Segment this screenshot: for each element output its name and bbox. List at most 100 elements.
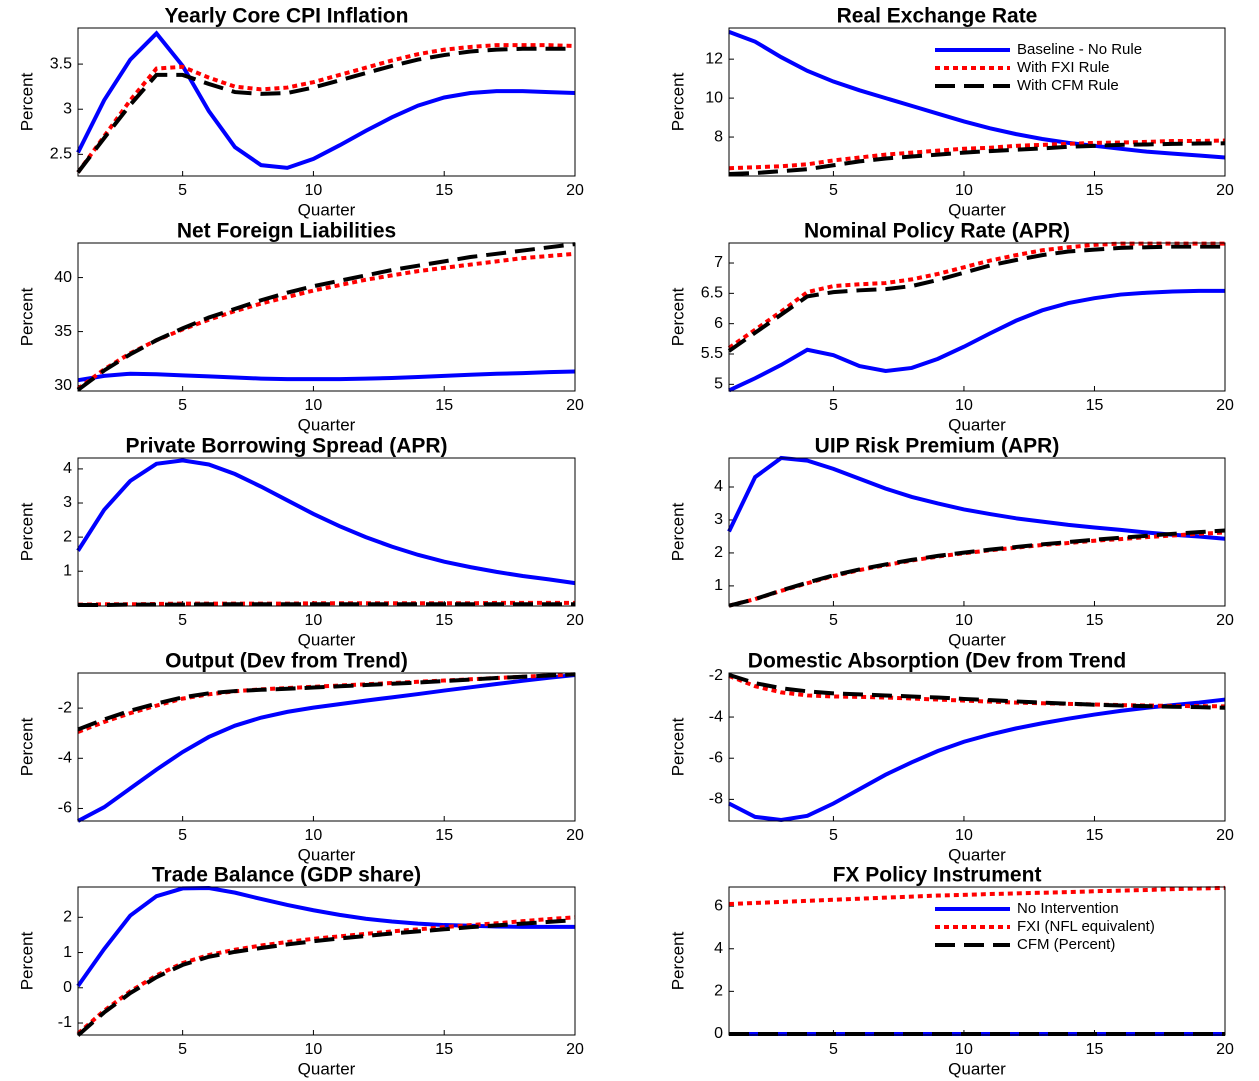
axes-frame xyxy=(728,457,1226,607)
y-tick-label: -2 xyxy=(58,699,72,716)
x-tick-label: 10 xyxy=(305,397,323,414)
y-tick-label: 6 xyxy=(714,897,723,914)
chart-title: Output (Dev from Trend) xyxy=(165,650,408,673)
y-tick-label: -6 xyxy=(58,800,72,817)
axes-frame xyxy=(728,672,1226,822)
y-tick-label: 2 xyxy=(63,909,72,926)
series-line xyxy=(78,602,575,607)
legend-label: FXI (NFL equivalent) xyxy=(1017,918,1155,935)
y-tick-label: 4 xyxy=(714,940,723,957)
y-tick-label: 0 xyxy=(714,1025,723,1042)
y-axis-label: Percent xyxy=(17,287,36,346)
y-tick-label: 3 xyxy=(63,494,72,511)
panel: Real Exchange Rate 5 10 15 20 8 10 12 Quarter Per… xyxy=(668,5,1234,220)
chart-title: UIP Risk Premium (APR) xyxy=(815,435,1060,458)
x-tick-label: 5 xyxy=(829,612,838,629)
x-tick-label: 10 xyxy=(955,182,973,199)
x-tick-label: 20 xyxy=(1216,397,1234,414)
series-line xyxy=(728,885,1226,907)
panel: FX Policy Instrument 5 10 15 20 0 2 4 6 Quarter Pe… xyxy=(668,864,1234,1079)
panel: Net Foreign Liabilities 5 10 15 20 30 35 40 Quar… xyxy=(17,220,584,435)
series-line xyxy=(728,697,1226,822)
chart-title: Real Exchange Rate xyxy=(837,5,1038,28)
y-axis-label: Percent xyxy=(668,502,687,561)
x-tick-label: 20 xyxy=(566,612,584,629)
x-tick-label: 10 xyxy=(955,1041,973,1058)
x-tick-label: 5 xyxy=(178,182,187,199)
chart-title: Nominal Policy Rate (APR) xyxy=(804,220,1070,243)
panel: Domestic Absorption (Dev from Trend 5 10 15… xyxy=(668,650,1234,865)
x-tick-label: 10 xyxy=(305,612,323,629)
x-axis-label: Quarter xyxy=(298,415,356,434)
x-tick-label: 5 xyxy=(829,397,838,414)
y-tick-label: 3.5 xyxy=(50,55,72,72)
y-tick-label: 7 xyxy=(714,254,723,271)
panel: Trade Balance (GDP share) 5 10 15 20 -1 0 1 2 Qua… xyxy=(17,864,584,1079)
y-tick-label: -4 xyxy=(709,708,723,725)
x-tick-label: 15 xyxy=(1086,1041,1104,1058)
panel: UIP Risk Premium (APR) 5 10 15 20 1 2 3 4 Quarter… xyxy=(668,435,1234,650)
x-axis-label: Quarter xyxy=(298,845,356,864)
series-line xyxy=(76,46,575,174)
x-tick-label: 20 xyxy=(1216,1041,1234,1058)
panel: Private Borrowing Spread (APR) 5 10 15 20 1 2 3… xyxy=(17,435,584,650)
chart-title: Yearly Core CPI Inflation xyxy=(165,5,409,28)
chart-title: Private Borrowing Spread (APR) xyxy=(125,435,447,458)
y-tick-label: 1 xyxy=(63,944,72,961)
y-tick-label: 10 xyxy=(705,89,723,106)
series-line xyxy=(77,672,576,734)
y-tick-label: 0 xyxy=(63,979,72,996)
y-tick-label: 12 xyxy=(705,50,723,67)
x-tick-label: 20 xyxy=(566,827,584,844)
series-line xyxy=(76,242,576,392)
series-line xyxy=(77,369,576,383)
y-tick-label: 35 xyxy=(54,323,72,340)
x-tick-label: 20 xyxy=(1216,182,1234,199)
plot-area xyxy=(729,673,1225,821)
y-tick-label: 40 xyxy=(54,269,72,286)
x-tick-label: 20 xyxy=(566,182,584,199)
y-axis-label: Percent xyxy=(17,72,36,131)
y-tick-label: -2 xyxy=(709,667,723,684)
x-tick-label: 20 xyxy=(1216,827,1234,844)
series-line xyxy=(76,251,576,391)
axes-frame xyxy=(77,672,576,822)
x-axis-label: Quarter xyxy=(948,415,1006,434)
axes-frame xyxy=(77,242,576,392)
x-tick-label: 5 xyxy=(829,827,838,844)
y-tick-label: 3 xyxy=(63,100,72,117)
series-line xyxy=(77,672,576,732)
x-axis-label: Quarter xyxy=(948,845,1006,864)
x-tick-label: 10 xyxy=(955,612,973,629)
legend-label: No Intervention xyxy=(1017,900,1119,917)
panel: Yearly Core CPI Inflation 5 10 15 20 2.5 3 3.5 Q… xyxy=(17,5,584,220)
plot-area xyxy=(78,458,575,606)
y-axis-label: Percent xyxy=(668,931,687,990)
x-axis-label: Quarter xyxy=(948,200,1006,219)
series-line xyxy=(77,673,576,823)
x-tick-label: 5 xyxy=(829,1041,838,1058)
plot-area xyxy=(78,673,575,821)
axes-frame xyxy=(728,27,1226,177)
series-line xyxy=(728,672,1226,710)
series-line xyxy=(76,30,576,170)
y-tick-label: 30 xyxy=(54,377,72,394)
series-line xyxy=(728,530,1226,608)
x-tick-label: 15 xyxy=(435,1041,453,1058)
series-line xyxy=(76,918,576,1037)
series-line xyxy=(727,455,1226,541)
y-tick-label: -8 xyxy=(709,791,723,808)
x-tick-label: 20 xyxy=(566,397,584,414)
y-tick-label: -1 xyxy=(58,1014,72,1031)
axes-frame xyxy=(77,886,576,1036)
series-line xyxy=(727,244,1225,353)
chart-title: Domestic Absorption (Dev from Trend xyxy=(748,650,1126,673)
x-tick-label: 5 xyxy=(178,612,187,629)
x-axis-label: Quarter xyxy=(948,1059,1006,1078)
x-tick-label: 15 xyxy=(435,182,453,199)
y-tick-label: 1 xyxy=(63,562,72,579)
x-tick-label: 10 xyxy=(955,827,973,844)
plot-area xyxy=(729,887,1225,1035)
x-tick-label: 15 xyxy=(1086,827,1104,844)
legend-label: CFM (Percent) xyxy=(1017,936,1115,953)
